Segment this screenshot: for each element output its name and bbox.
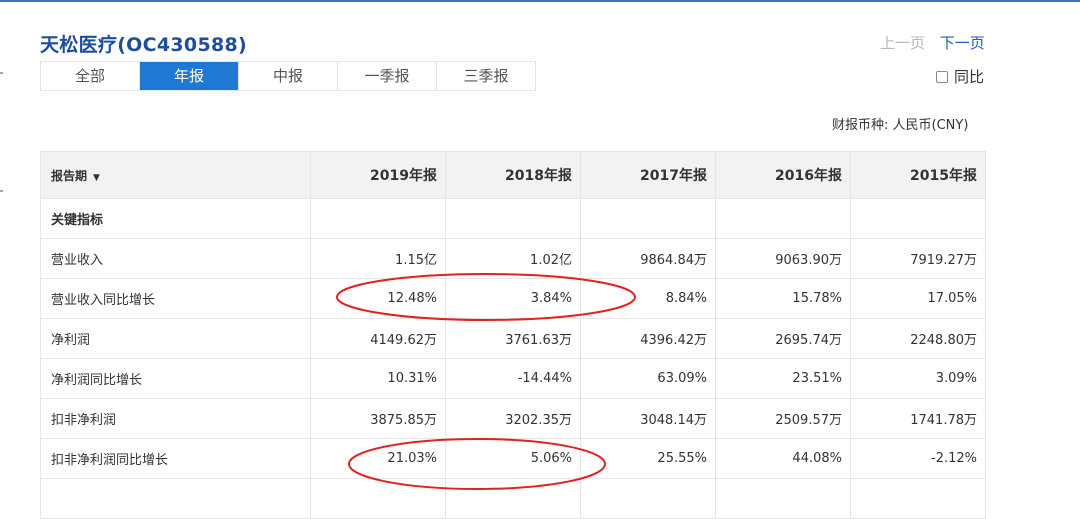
metric-value: 15.78% <box>715 278 851 319</box>
tab-interim[interactable]: 中报 <box>239 62 338 90</box>
annotation-layer <box>336 273 636 490</box>
yoy-toggle[interactable]: 同比 <box>936 66 984 87</box>
metric-value: 3202.35万 <box>445 398 581 439</box>
currency-value: 人民币(CNY) <box>892 118 969 133</box>
metric-value: 1.15亿 <box>310 238 446 279</box>
metric-value: 10.31% <box>310 358 446 399</box>
financial-table: 报告期 ▼ 2019年报 2018年报 2017年报 2016年报 2015年报 … <box>40 151 986 519</box>
metric-name: 净利润同比增长 <box>40 358 311 399</box>
period-sort-header[interactable]: 报告期 ▼ <box>40 151 311 199</box>
metric-name: 营业收入同比增长 <box>40 278 311 319</box>
table-row: 净利润同比增长 10.31% -14.44% 63.09% 23.51% 3.0… <box>40 358 986 399</box>
currency-label: 财报币种: <box>832 118 889 133</box>
yoy-label: 同比 <box>954 68 985 86</box>
tab-q1[interactable]: 一季报 <box>338 62 437 90</box>
metric-value: 2695.74万 <box>715 318 851 359</box>
metric-value: 21.03% <box>310 438 446 479</box>
table-row: 扣非净利润同比增长 21.03% 5.06% 25.55% 44.08% -2.… <box>40 438 986 479</box>
metric-value: 63.09% <box>580 358 716 399</box>
pager: 上一页 下一页 <box>880 32 985 53</box>
period-header: 2018年报 <box>445 151 581 199</box>
period-header: 2016年报 <box>715 151 851 199</box>
next-page-link[interactable]: 下一页 <box>939 34 985 52</box>
edge-mark <box>0 72 3 74</box>
metric-value: -14.44% <box>445 358 581 399</box>
metric-value: 7919.27万 <box>850 238 986 279</box>
empty-cell <box>445 198 581 239</box>
table-row: 营业收入同比增长 12.48% 3.84% 8.84% 15.78% 17.05… <box>40 278 986 319</box>
metric-name: 扣非净利润 <box>40 398 311 439</box>
table-header-row: 报告期 ▼ 2019年报 2018年报 2017年报 2016年报 2015年报 <box>40 151 986 199</box>
page-title: 天松医疗(OC430588) <box>40 34 247 56</box>
metric-value: 4396.42万 <box>580 318 716 359</box>
period-header: 2017年报 <box>580 151 716 199</box>
report-type-tabs: 全部 年报 中报 一季报 三季报 <box>40 61 536 91</box>
section-row: 关键指标 <box>40 198 986 239</box>
metric-value: 3048.14万 <box>580 398 716 439</box>
empty-cell <box>715 198 851 239</box>
tab-q3[interactable]: 三季报 <box>437 62 535 90</box>
metric-name: 营业收入 <box>40 238 311 279</box>
red-circle-annotation <box>336 273 636 321</box>
metric-value: 4149.62万 <box>310 318 446 359</box>
period-header: 2015年报 <box>850 151 986 199</box>
metric-value: 2248.80万 <box>850 318 986 359</box>
tab-all[interactable]: 全部 <box>41 62 140 90</box>
metric-value: 2509.57万 <box>715 398 851 439</box>
metric-value: 17.05% <box>850 278 986 319</box>
caret-down-icon: ▼ <box>93 172 100 183</box>
yoy-checkbox[interactable] <box>936 70 948 83</box>
metric-value: 5.06% <box>445 438 581 479</box>
metric-value: -2.12% <box>850 438 986 479</box>
metric-value: 9063.90万 <box>715 238 851 279</box>
period-header: 2019年报 <box>310 151 446 199</box>
metric-value: 23.51% <box>715 358 851 399</box>
currency-info: 财报币种: 人民币(CNY) <box>832 114 968 133</box>
red-circle-annotation <box>348 438 606 490</box>
metric-value: 3761.63万 <box>445 318 581 359</box>
prev-page-link[interactable]: 上一页 <box>880 34 926 52</box>
metric-value: 44.08% <box>715 438 851 479</box>
empty-cell <box>310 198 446 239</box>
edge-mark <box>0 190 3 192</box>
table-row: 净利润 4149.62万 3761.63万 4396.42万 2695.74万 … <box>40 318 986 359</box>
metric-value: 1741.78万 <box>850 398 986 439</box>
metric-name: 扣非净利润同比增长 <box>40 438 311 479</box>
period-header-label: 报告期 <box>51 168 88 183</box>
tab-annual[interactable]: 年报 <box>140 62 239 90</box>
metric-name: 净利润 <box>40 318 311 359</box>
top-border <box>0 0 1080 2</box>
